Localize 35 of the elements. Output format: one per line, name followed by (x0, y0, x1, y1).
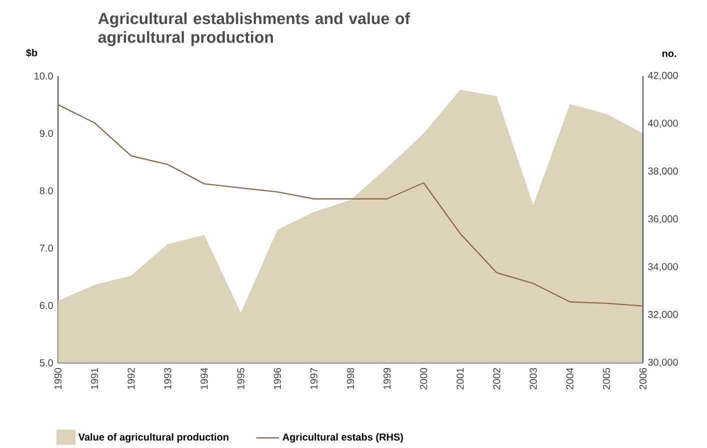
y2-tick-label: 34,000 (648, 263, 678, 272)
x-tick-label: 2006 (639, 368, 647, 390)
x-tick-label: 1991 (91, 368, 98, 390)
x-tick-label: 2005 (602, 368, 610, 390)
y-tick-label: 8.0 (40, 187, 53, 194)
y2-tick-label: 32,000 (648, 310, 678, 320)
x-tick-label: 2003 (530, 368, 537, 390)
y2-tick-label: 36,000 (648, 215, 678, 224)
y-tick-label: 6.0 (40, 302, 53, 310)
x-tick-label: 1999 (384, 368, 391, 390)
x-tick-label: 1997 (310, 368, 318, 390)
x-tick-label: 2000 (420, 368, 428, 390)
x-tick-label: 1996 (274, 368, 281, 390)
x-tick-label: 2002 (493, 368, 500, 390)
legend-label: Value of agricultural production (78, 433, 228, 443)
x-tick-label: 1992 (128, 368, 135, 390)
x-tick-label: 2004 (566, 368, 574, 390)
y-tick-label: 5.0 (40, 359, 53, 366)
x-tick-label: 1998 (346, 368, 354, 390)
y2-tick-label: 38,000 (648, 168, 678, 176)
x-tick-label: 1993 (164, 368, 172, 390)
legend-label: Agricultural estabs (RHS) (282, 433, 403, 443)
x-tick-label: 1994 (200, 368, 208, 390)
y-tick-label: 9.0 (40, 130, 53, 138)
y2-tick-label: 30,000 (648, 358, 678, 368)
y2-axis-title: no. (662, 52, 676, 58)
y2-tick-label: 42,000 (648, 72, 678, 80)
x-tick-label: 1990 (54, 368, 62, 390)
y-axis-title: $b (26, 48, 38, 58)
y-tick-label: 10.0 (34, 72, 53, 80)
chart-title: Agricultural establishments and value of agricultural production (98, 12, 410, 46)
x-tick-label: 2001 (456, 368, 464, 390)
y-tick-label: 7.0 (40, 244, 53, 252)
y2-tick-label: 40,000 (648, 120, 678, 128)
x-tick-label: 1995 (237, 368, 244, 390)
